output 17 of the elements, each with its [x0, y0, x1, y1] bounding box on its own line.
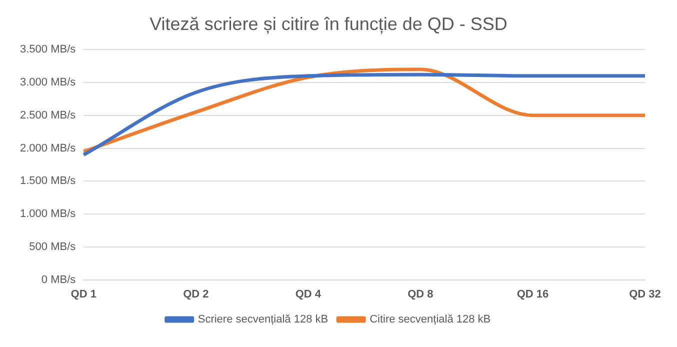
x-tick-label: QD 4 [295, 288, 322, 300]
y-tick-label: 0 MB/s [41, 274, 76, 286]
y-tick-label: 2.000 MB/s [20, 142, 76, 154]
x-tick-label: QD 2 [183, 288, 209, 300]
chart-title: Viteză scriere și citire în funcție de QD - SSD [150, 14, 508, 34]
legend-label: Citire secvențială 128 kB [370, 314, 491, 326]
y-tick-label: 3.500 MB/s [20, 44, 76, 56]
y-tick-label: 500 MB/s [29, 240, 76, 253]
y-tick-label: 3.000 MB/s [20, 76, 76, 89]
x-tick-label: QD 8 [408, 288, 434, 300]
x-tick-label: QD 32 [629, 288, 661, 300]
y-tick-label: 1.000 MB/s [20, 208, 76, 220]
x-tick-label: QD 1 [70, 288, 96, 300]
legend-label: Scriere secvențială 128 kB [198, 314, 328, 326]
y-tick-label: 2.500 MB/s [20, 109, 76, 122]
x-tick-label: QD 16 [516, 288, 549, 300]
y-tick-label: 1.500 MB/s [20, 175, 76, 188]
